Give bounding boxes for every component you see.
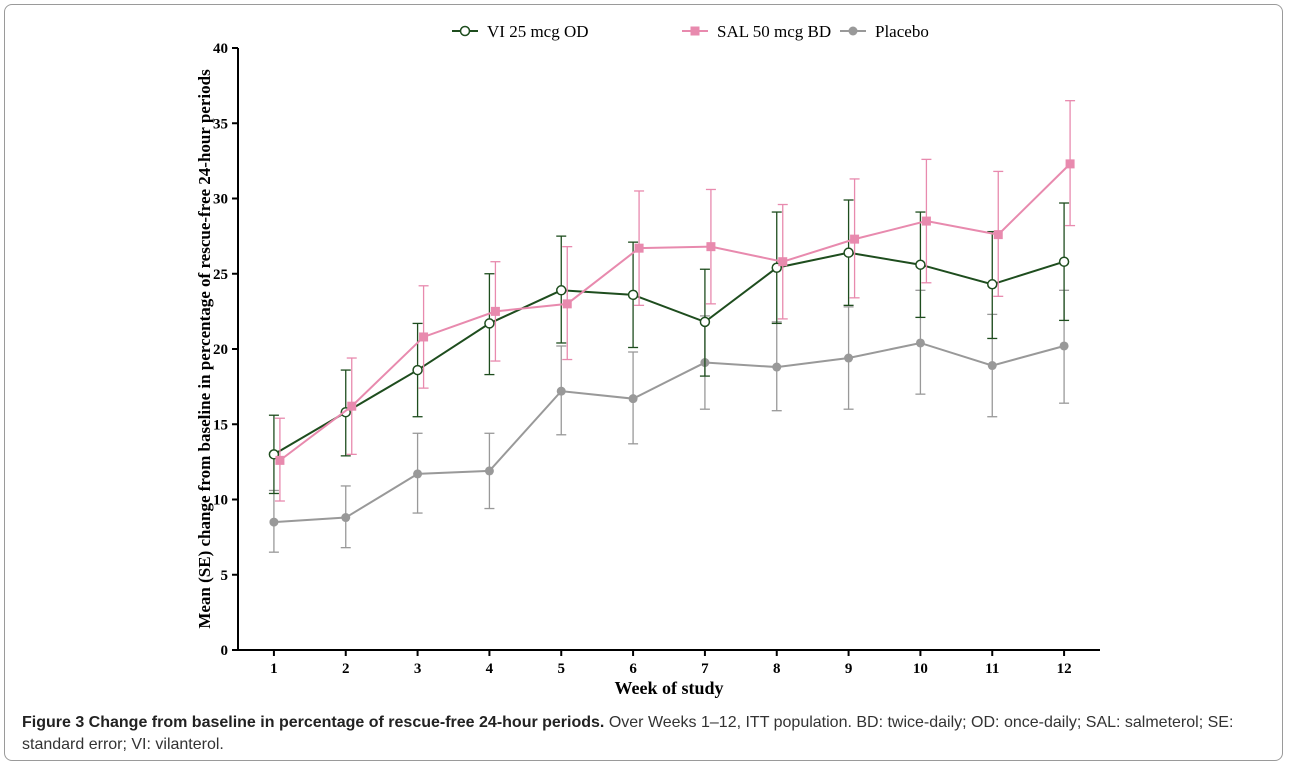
y-tick-label: 5 (221, 568, 229, 584)
data-point (987, 279, 998, 290)
series-layer (268, 100, 1076, 553)
line-chart: VI 25 mcg OD SAL 50 mcg BD Placebo 0510152… (195, 22, 1100, 698)
x-tick-label: 8 (773, 661, 781, 677)
y-axis-label: Mean (SE) change from baseline in percen… (195, 69, 214, 629)
data-point (844, 353, 854, 363)
legend-marker (459, 25, 471, 37)
y-tick-label: 10 (213, 493, 228, 509)
data-point (562, 299, 572, 309)
y-tick-label: 0 (221, 643, 229, 659)
data-point (484, 466, 494, 476)
data-point (778, 257, 788, 267)
x-tick-label: 4 (486, 661, 494, 677)
legend-marker (690, 26, 700, 36)
data-point (490, 306, 500, 316)
data-point (915, 259, 926, 270)
x-tick-label: 11 (985, 661, 999, 677)
data-point (627, 289, 639, 301)
data-point (1065, 159, 1075, 169)
data-point (412, 364, 423, 376)
x-tick-label: 2 (342, 661, 350, 677)
data-point (1058, 256, 1070, 267)
data-point (987, 361, 997, 371)
data-point (772, 362, 782, 372)
data-point (556, 386, 566, 396)
series-group (268, 199, 1070, 495)
data-point (706, 242, 716, 252)
data-point (419, 332, 429, 342)
data-point (269, 517, 279, 527)
data-point (1059, 341, 1069, 351)
data-point (921, 216, 931, 226)
data-point (628, 394, 638, 404)
data-point (699, 316, 711, 328)
x-tick-label: 1 (270, 661, 278, 677)
data-point (843, 247, 854, 258)
legend-marker (848, 26, 858, 36)
data-point (341, 513, 351, 523)
series-group (274, 100, 1076, 502)
y-tick-label: 35 (213, 116, 228, 132)
data-point (484, 318, 495, 329)
data-point (413, 469, 423, 479)
series-line (273, 341, 1065, 524)
y-tick-label: 20 (213, 342, 228, 358)
series-line (273, 251, 1065, 456)
legend: VI 25 mcg OD SAL 50 mcg BD Placebo (452, 22, 929, 41)
y-axis-ticks: 0 5 10 15 20 25 30 35 40 (213, 41, 238, 659)
legend-label: SAL 50 mcg BD (717, 22, 831, 41)
x-tick-label: 10 (913, 661, 928, 677)
y-tick-label: 15 (213, 417, 228, 433)
series-group (268, 289, 1070, 553)
x-tick-label: 7 (701, 661, 709, 677)
y-tick-label: 25 (213, 267, 228, 283)
caption-text: Over Weeks 1–12, ITT population. BD: twi… (22, 714, 1234, 753)
data-point (634, 243, 644, 253)
x-axis-label: Week of study (614, 678, 723, 698)
legend-label: VI 25 mcg OD (487, 22, 589, 41)
figure-frame (4, 4, 1283, 761)
data-point (915, 338, 925, 348)
y-tick-label: 40 (213, 41, 228, 57)
y-tick-label: 30 (213, 192, 228, 208)
data-point (993, 230, 1003, 240)
x-axis-ticks: 1 2 3 4 5 6 7 8 9 10 11 12 (270, 650, 1072, 677)
data-point (275, 455, 285, 465)
data-point (556, 285, 567, 296)
x-tick-label: 9 (845, 661, 853, 677)
x-tick-label: 6 (629, 661, 637, 677)
data-point (347, 401, 357, 411)
caption-title: Figure 3 Change from baseline in percent… (22, 714, 605, 731)
legend-label: Placebo (875, 22, 929, 41)
series-line (279, 163, 1071, 462)
x-tick-label: 3 (414, 661, 422, 677)
x-tick-label: 12 (1057, 661, 1072, 677)
x-tick-label: 5 (558, 661, 566, 677)
figure-caption: Figure 3 Change from baseline in percent… (22, 712, 1272, 756)
data-point (850, 234, 860, 244)
